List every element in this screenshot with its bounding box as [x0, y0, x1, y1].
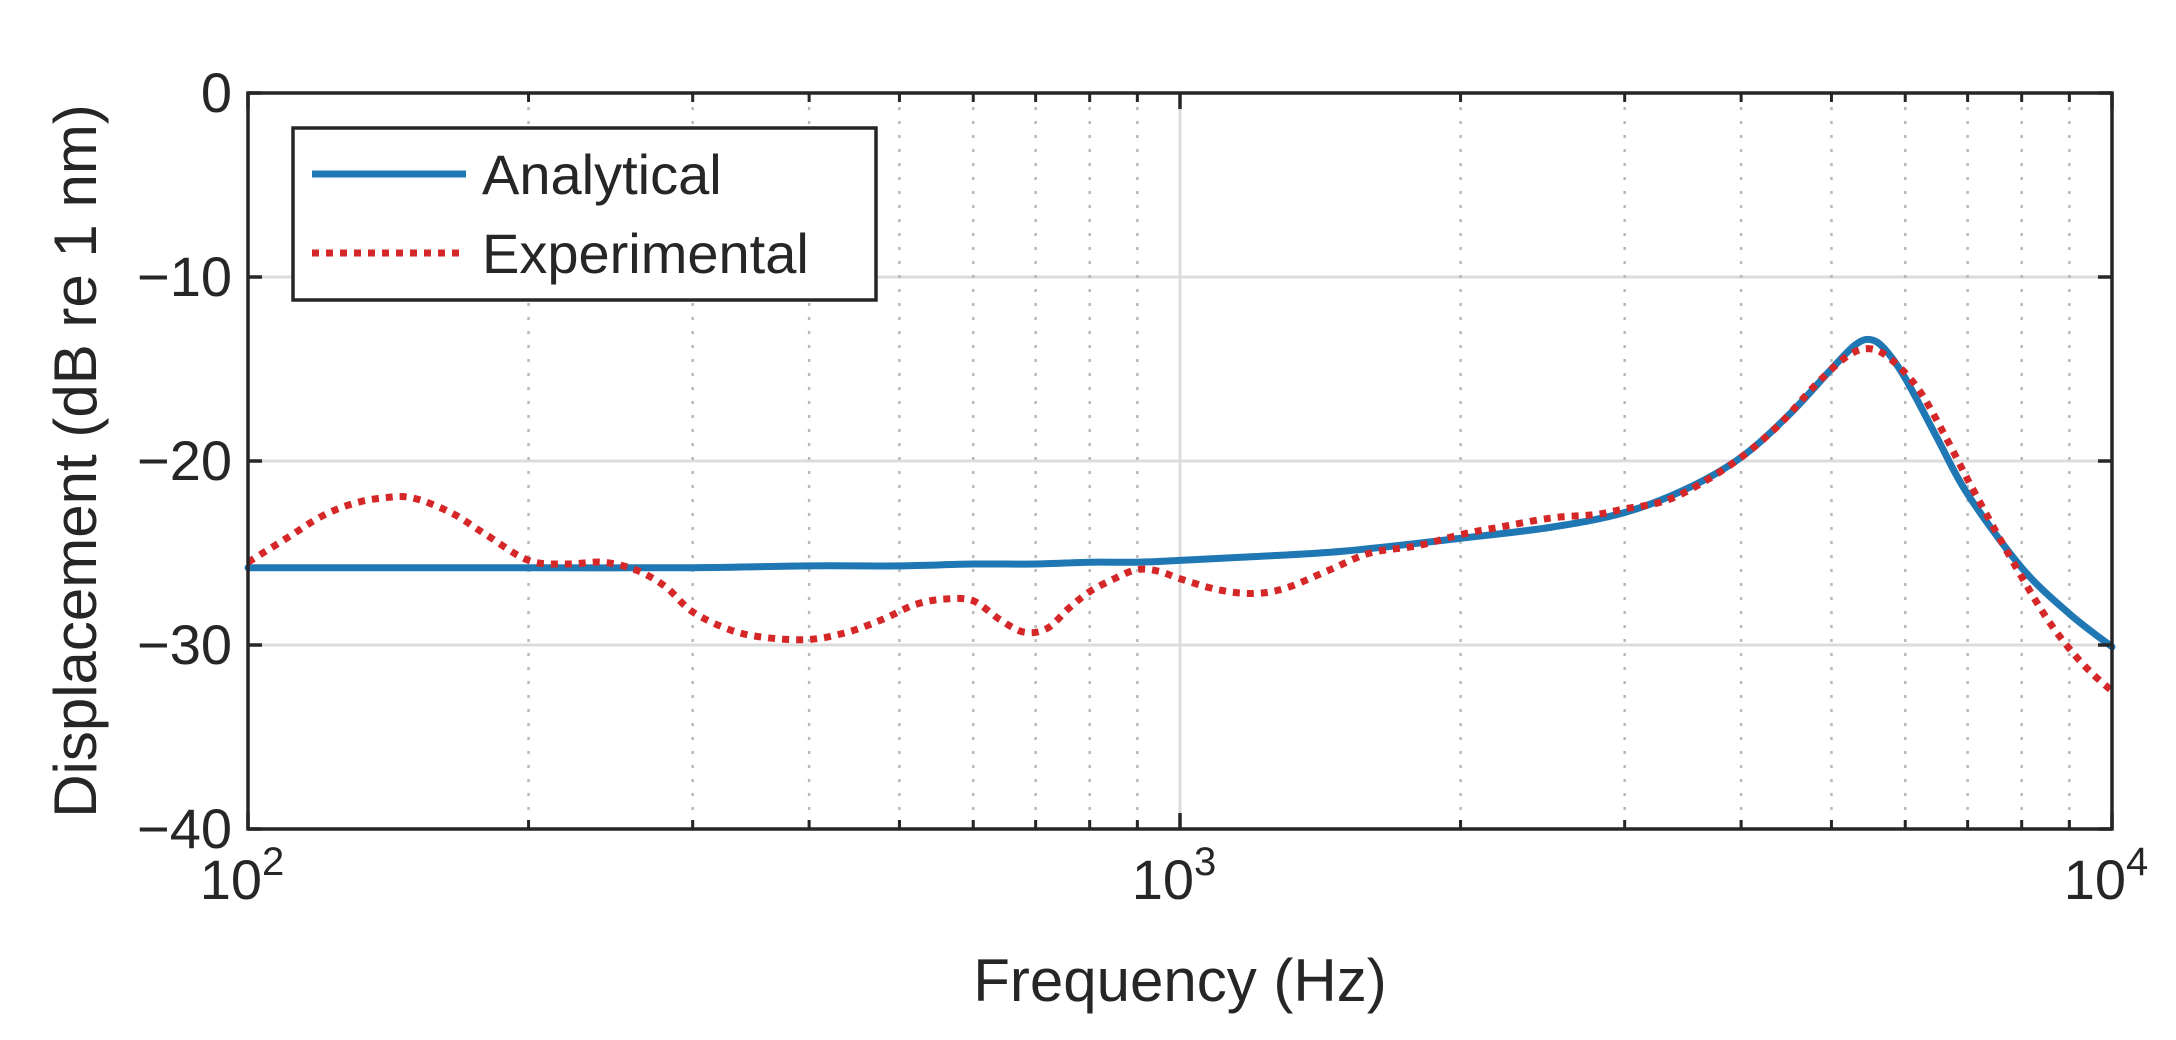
y-tick-label: 0 — [201, 61, 232, 124]
x-tick-label-base: 10 — [200, 848, 262, 911]
x-tick-label-exponent: 4 — [2126, 840, 2148, 884]
legend-label-analytical: Analytical — [482, 143, 722, 206]
y-tick-label: −10 — [137, 245, 232, 308]
x-axis-label: Frequency (Hz) — [973, 947, 1386, 1014]
x-tick-label: 104 — [2064, 840, 2149, 911]
x-tick-label: 102 — [200, 840, 285, 911]
legend-label-experimental: Experimental — [482, 222, 809, 285]
y-tick-label: −30 — [137, 613, 232, 676]
series-layer — [244, 335, 2116, 694]
x-axis-ticks — [246, 93, 2114, 829]
x-tick-label-base: 10 — [2064, 848, 2126, 911]
x-tick-label-exponent: 2 — [262, 840, 284, 884]
series-analytical-line — [244, 335, 2116, 651]
y-tick-label: −20 — [137, 429, 232, 492]
x-axis-tick-labels: 102 103 104 — [200, 840, 2149, 911]
y-axis-label: Displacement (dB re 1 nm) — [42, 104, 109, 818]
y-axis-ticks — [248, 91, 2112, 831]
legend-box — [291, 126, 878, 302]
x-tick-label-base: 10 — [1132, 848, 1194, 911]
legend: Analytical Experimental — [291, 126, 878, 302]
y-tick-label: −40 — [137, 797, 232, 860]
x-tick-label-exponent: 3 — [1194, 840, 1216, 884]
y-axis-tick-labels: 0 −10 −20 −30 −40 — [137, 61, 232, 860]
x-tick-label: 103 — [1132, 840, 1217, 911]
